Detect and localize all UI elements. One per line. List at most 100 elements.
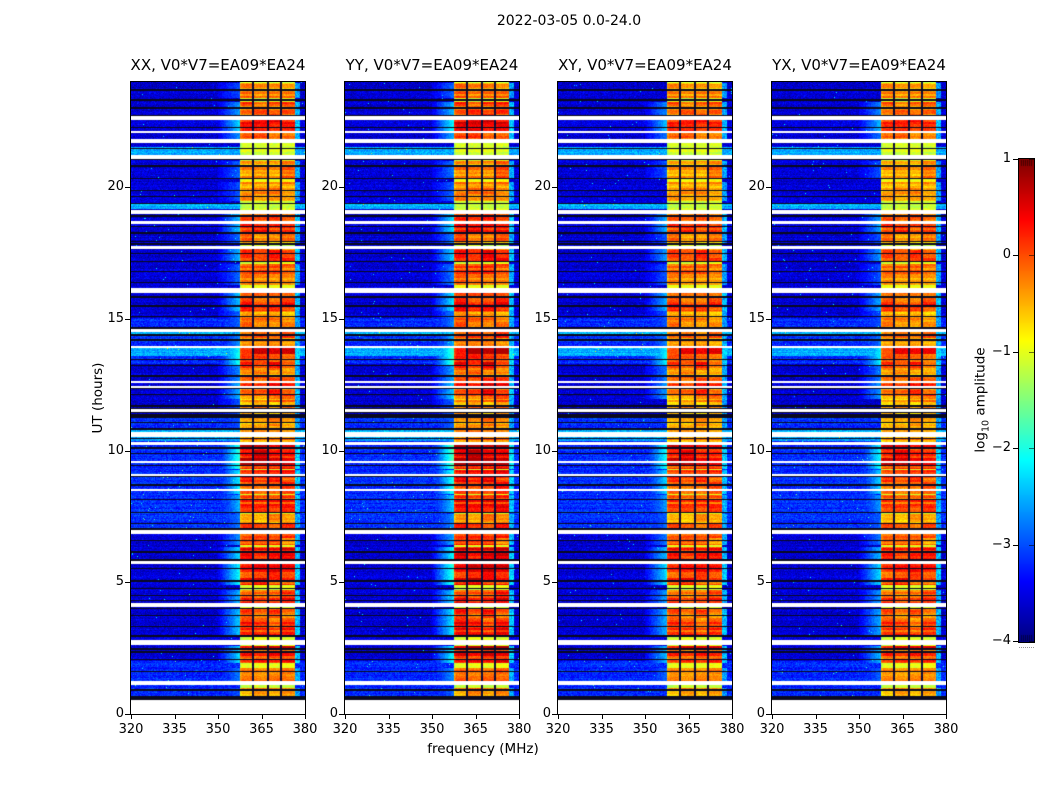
x-tick-label: 335	[589, 722, 614, 737]
x-tick-label: 320	[545, 722, 571, 737]
y-tick	[339, 187, 344, 188]
y-tick-label: 20	[107, 179, 124, 194]
x-tick	[946, 715, 947, 719]
y-tick	[339, 582, 344, 583]
colorbar-gradient	[1019, 159, 1034, 642]
y-tick	[125, 582, 130, 583]
y-tick	[552, 187, 557, 188]
y-tick-label: 20	[748, 179, 765, 194]
y-tick	[339, 451, 344, 452]
colorbar-tick-inner	[1029, 641, 1034, 642]
x-tick	[305, 715, 306, 719]
x-tick-label: 335	[376, 722, 401, 737]
colorbar-tick-inner	[1029, 255, 1034, 256]
y-tick	[339, 319, 344, 320]
x-tick-label: 365	[890, 722, 915, 737]
y-tick-label: 20	[321, 179, 338, 194]
y-tick-label: 5	[115, 574, 124, 589]
colorbar-tick-label: −3	[991, 537, 1011, 552]
x-tick	[732, 715, 733, 719]
colorbar-label: log10 amplitude	[973, 347, 992, 452]
spectrogram-panel-yx	[771, 81, 947, 715]
y-tick-label: 5	[756, 574, 765, 589]
spectrogram-canvas-xy	[558, 82, 732, 714]
y-tick	[766, 187, 771, 188]
x-tick-label: 335	[803, 722, 828, 737]
panel-title-xx: XX, V0*V7=EA09*EA24	[130, 56, 306, 74]
spectrogram-panel-yy	[344, 81, 520, 715]
y-tick	[125, 714, 130, 715]
colorbar-tick	[1013, 641, 1018, 642]
y-tick-label: 15	[534, 311, 551, 326]
spectrogram-panel-xy	[557, 81, 733, 715]
y-tick	[552, 582, 557, 583]
colorbar-tick	[1013, 448, 1018, 449]
x-tick-label: 365	[676, 722, 701, 737]
x-tick	[601, 715, 603, 719]
x-tick-label: 380	[506, 722, 532, 737]
colorbar-tick	[1013, 352, 1018, 353]
colorbar-tick-label: 1	[1002, 151, 1011, 166]
x-tick	[475, 715, 477, 719]
y-tick-label: 0	[329, 706, 338, 721]
colorbar-tick	[1013, 159, 1018, 160]
x-tick	[174, 715, 176, 719]
colorbar-minor-dots	[1019, 647, 1034, 648]
colorbar-tick-label: −1	[991, 344, 1011, 359]
colorbar-tick-label: −4	[991, 633, 1011, 648]
colorbar-tick-inner	[1029, 448, 1034, 449]
colorbar	[1018, 158, 1035, 643]
x-tick	[131, 715, 132, 719]
x-tick	[519, 715, 520, 719]
y-tick-label: 10	[748, 443, 765, 458]
x-tick	[345, 715, 346, 719]
x-tick-label: 320	[332, 722, 358, 737]
x-tick	[388, 715, 390, 719]
spectrogram-canvas-xx	[131, 82, 305, 714]
y-tick-label: 10	[534, 443, 551, 458]
y-tick-label: 15	[107, 311, 124, 326]
x-axis-label: frequency (MHz)	[427, 741, 539, 757]
colorbar-tick	[1013, 255, 1018, 256]
x-tick-label: 350	[632, 722, 658, 737]
x-tick-label: 350	[419, 722, 445, 737]
y-tick	[552, 714, 557, 715]
y-tick-label: 15	[748, 311, 765, 326]
y-tick-label: 0	[115, 706, 124, 721]
x-tick	[218, 715, 219, 719]
x-tick-label: 350	[846, 722, 872, 737]
x-tick	[558, 715, 559, 719]
x-tick	[815, 715, 817, 719]
colorbar-tick-label: −2	[991, 440, 1011, 455]
y-tick	[125, 451, 130, 452]
y-tick-label: 5	[542, 574, 551, 589]
colorbar-label-sub: 10	[980, 419, 992, 433]
colorbar-tick-inner	[1029, 352, 1034, 353]
y-tick-label: 0	[756, 706, 765, 721]
y-tick	[125, 319, 130, 320]
x-tick	[645, 715, 646, 719]
colorbar-tick-label: 0	[1002, 247, 1011, 262]
x-tick-label: 380	[719, 722, 745, 737]
y-tick	[125, 187, 130, 188]
x-tick-label: 380	[292, 722, 318, 737]
y-tick	[766, 582, 771, 583]
y-tick-label: 10	[107, 443, 124, 458]
colorbar-tick-inner	[1029, 159, 1034, 160]
x-tick	[432, 715, 433, 719]
x-tick-label: 365	[463, 722, 488, 737]
y-tick	[552, 451, 557, 452]
figure-title: 2022-03-05 0.0-24.0	[496, 13, 642, 29]
y-tick	[766, 714, 771, 715]
y-tick-label: 10	[321, 443, 338, 458]
spectrogram-panel-xx	[130, 81, 306, 715]
colorbar-tick	[1013, 545, 1018, 546]
x-tick-label: 335	[162, 722, 187, 737]
x-tick-label: 365	[249, 722, 274, 737]
x-tick-label: 320	[118, 722, 144, 737]
spectrogram-canvas-yx	[772, 82, 946, 714]
y-tick	[552, 319, 557, 320]
x-tick	[688, 715, 690, 719]
x-tick	[902, 715, 904, 719]
